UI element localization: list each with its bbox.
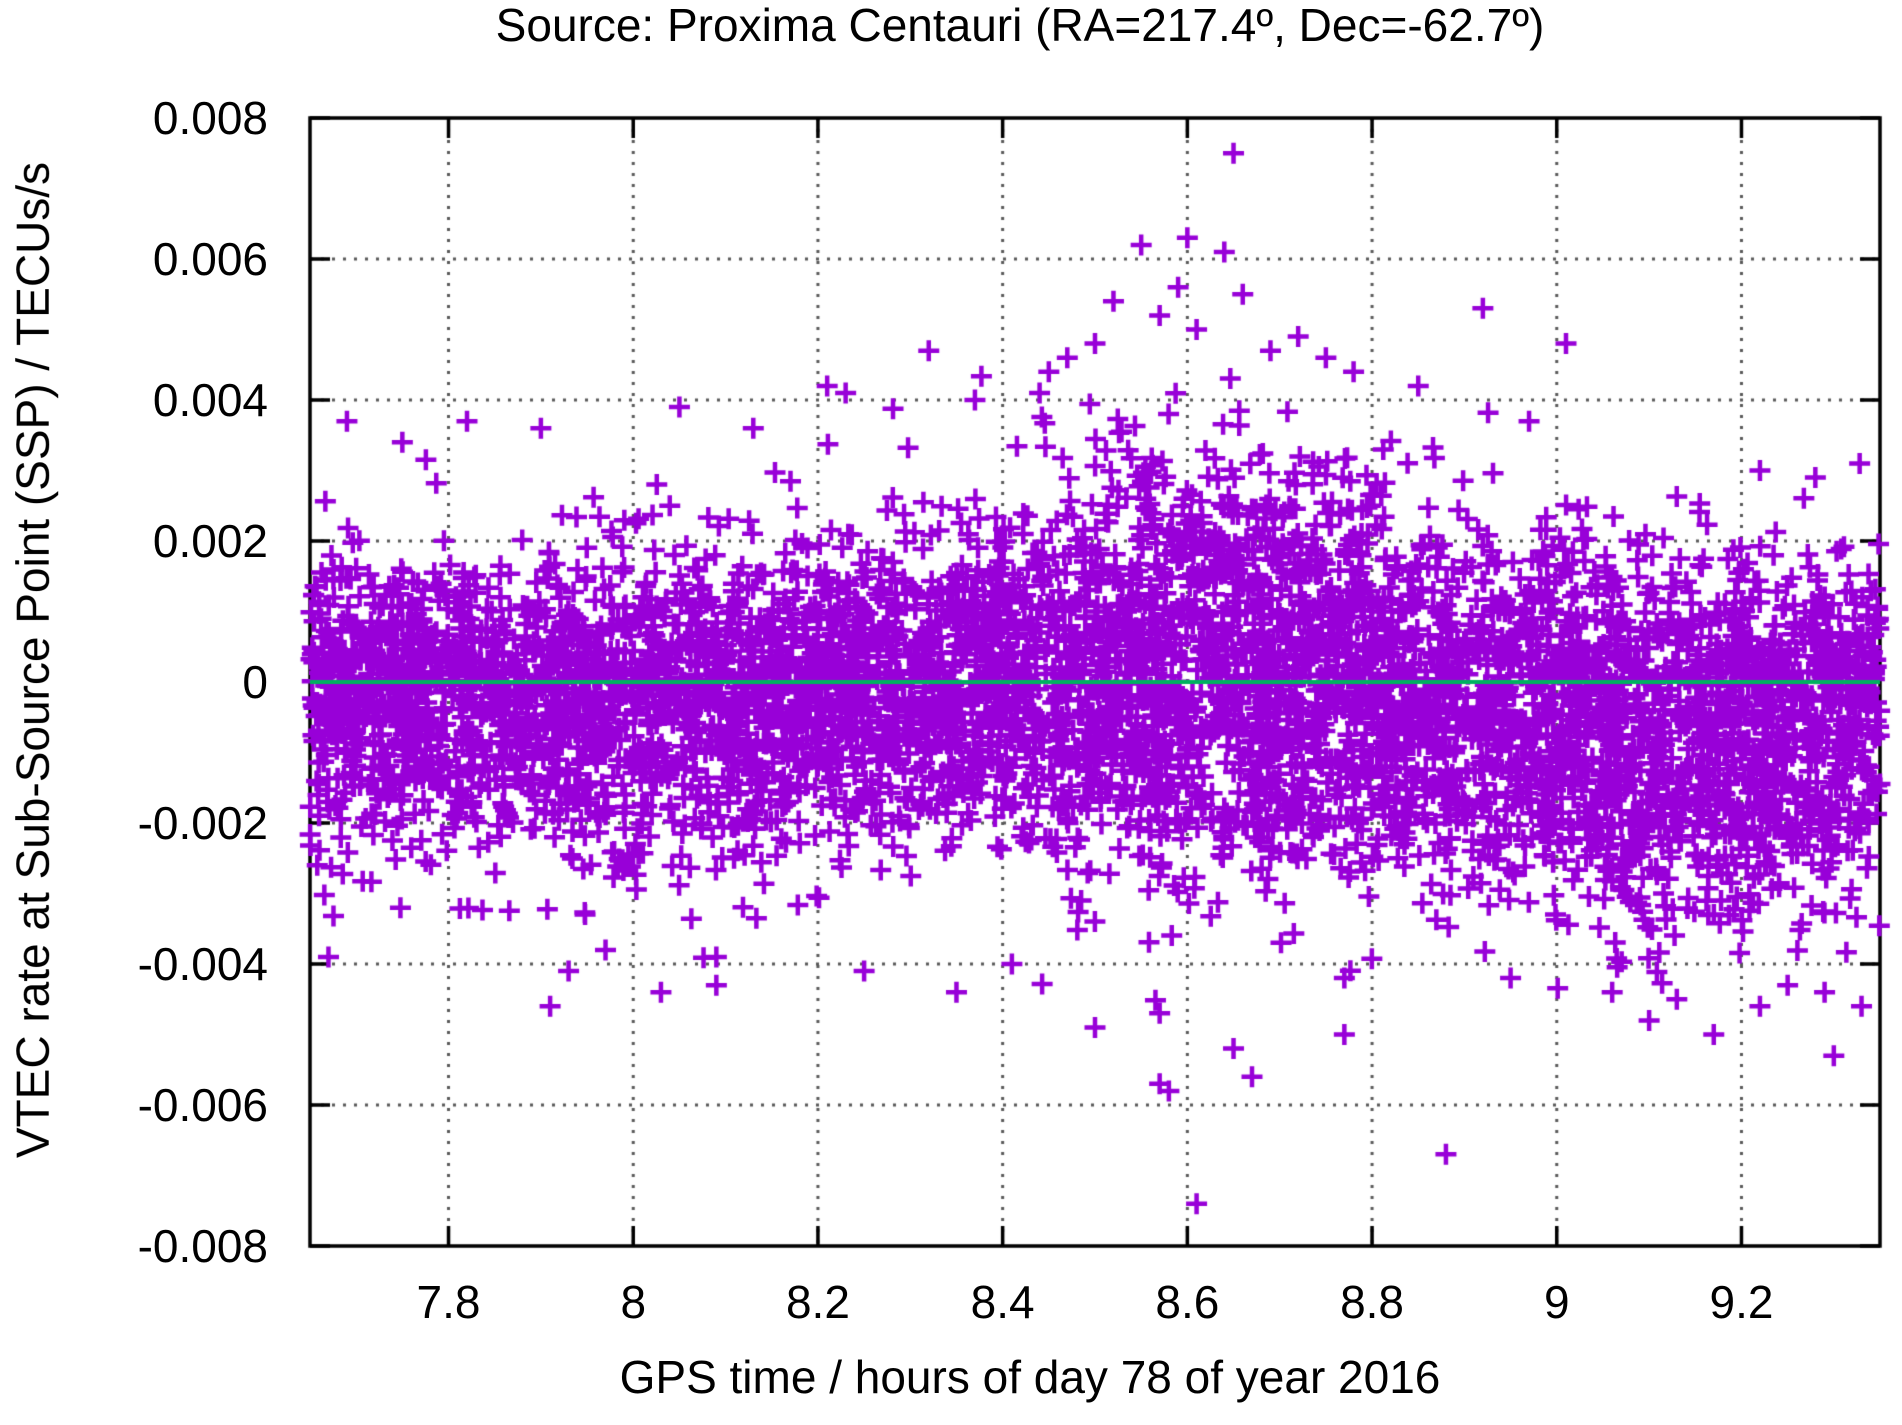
y-tick-label: -0.004 — [137, 938, 268, 990]
x-tick-label: 8 — [620, 1276, 647, 1328]
y-tick-label: 0.002 — [152, 515, 268, 567]
x-axis-title: GPS time / hours of day 78 of year 2016 — [619, 1351, 1441, 1403]
x-tick-label: 8.4 — [970, 1276, 1035, 1328]
x-tick-label: 8.8 — [1340, 1276, 1405, 1328]
y-tick-label: 0.008 — [152, 92, 268, 144]
x-tick-label: 8.6 — [1155, 1276, 1220, 1328]
y-tick-label: -0.006 — [137, 1079, 268, 1131]
y-tick-label: -0.008 — [137, 1220, 268, 1272]
y-tick-label: -0.002 — [137, 797, 268, 849]
x-tick-label: 9 — [1543, 1276, 1570, 1328]
x-tick-label: 7.8 — [416, 1276, 481, 1328]
y-tick-label: 0.006 — [152, 233, 268, 285]
x-tick-label: 9.2 — [1709, 1276, 1774, 1328]
y-tick-label: 0 — [242, 656, 268, 708]
y-tick-label: 0.004 — [152, 374, 268, 426]
chart-title: Source: Proxima Centauri (RA=217.4º, Dec… — [495, 0, 1545, 51]
x-tick-label: 8.2 — [785, 1276, 850, 1328]
